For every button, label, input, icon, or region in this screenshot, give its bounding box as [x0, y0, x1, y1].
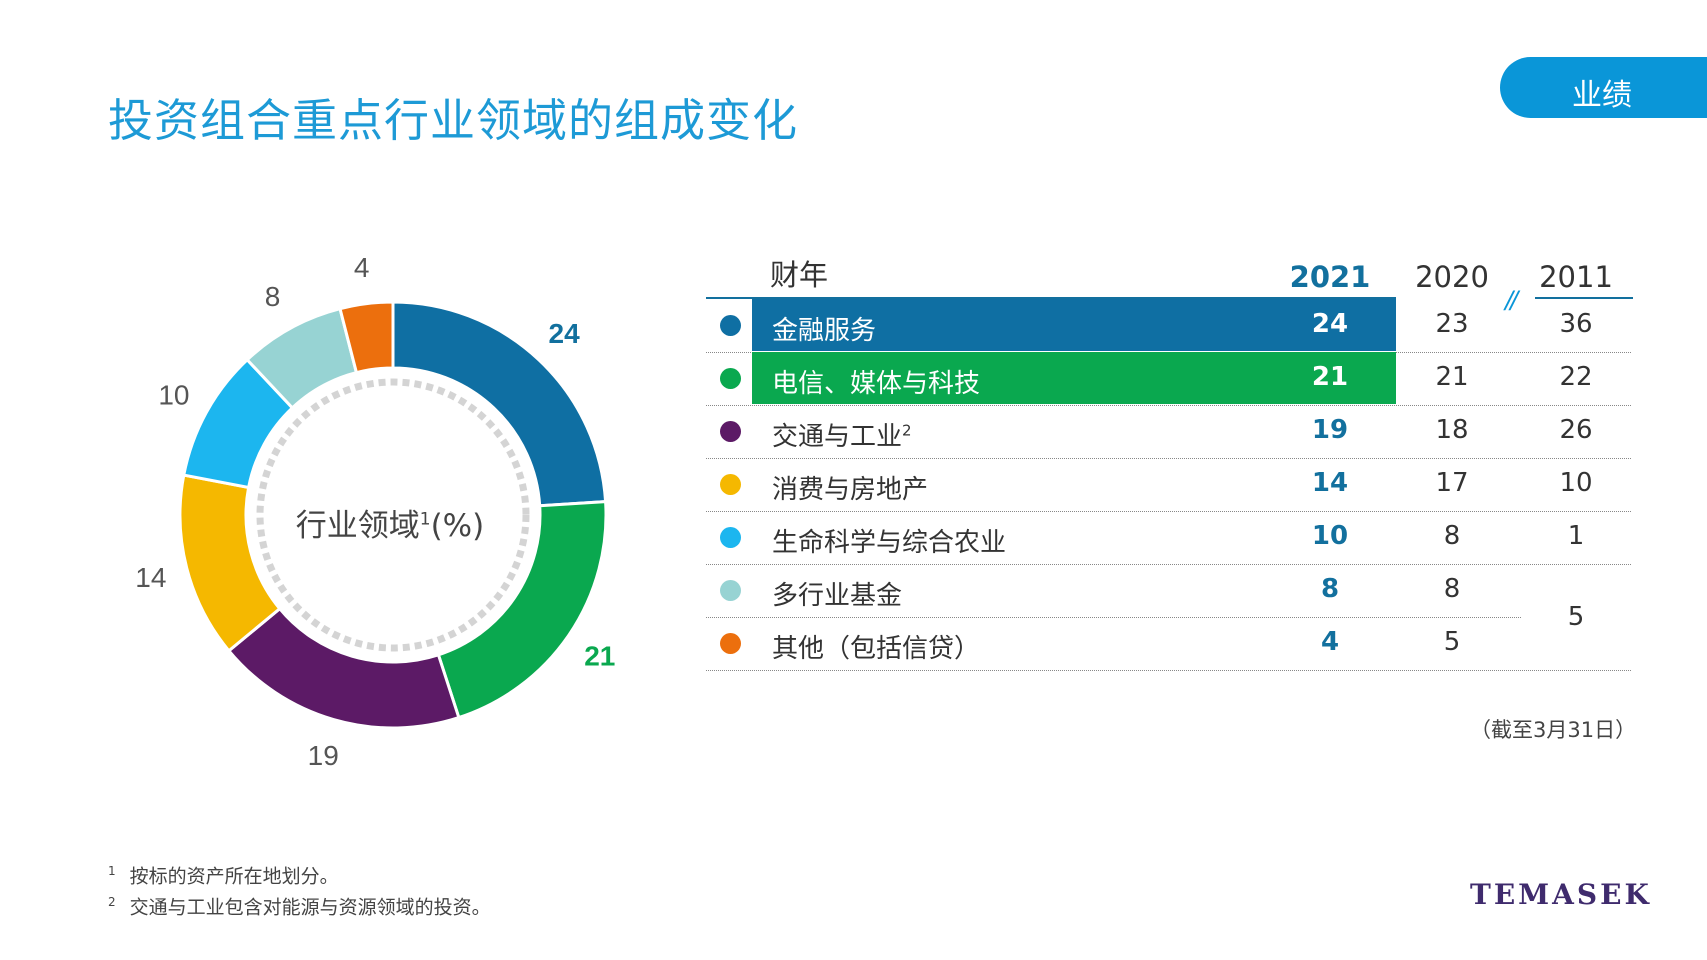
- value-2011: 22: [1559, 362, 1593, 392]
- value-2021: 24: [1311, 309, 1349, 339]
- value-2020: 5: [1443, 627, 1461, 657]
- value-2020: 21: [1435, 362, 1469, 392]
- header-rule: [706, 297, 1396, 299]
- row-label: 电信、媒体与科技: [772, 369, 981, 399]
- donut-data-label-4: 14: [135, 562, 166, 593]
- axis-break-mark: //: [1505, 286, 1518, 314]
- footnotes: 1 按标的资产所在地划分。 2 交通与工业包含对能源与资源领域的投资。: [108, 858, 491, 921]
- row-divider: [706, 617, 1521, 618]
- donut-data-label-7: 4: [354, 252, 370, 283]
- row-label: 多行业基金: [772, 581, 903, 611]
- row-highlight: [752, 299, 1396, 351]
- value-2020: 17: [1435, 468, 1469, 498]
- value-2011: 26: [1559, 415, 1593, 445]
- value-2020: 8: [1443, 574, 1461, 604]
- donut-data-label-2: 21: [584, 641, 615, 672]
- donut-data-label-6: 8: [265, 281, 281, 312]
- row-label: 生命科学与综合农业: [772, 528, 1007, 558]
- page-title: 投资组合重点行业领域的组成变化: [108, 94, 799, 147]
- legend-dot-icon: [720, 368, 741, 389]
- value-2021: 14: [1311, 468, 1349, 498]
- value-2011: 1: [1567, 521, 1585, 551]
- legend-dot-icon: [720, 474, 741, 495]
- legend-dot-icon: [720, 421, 741, 442]
- as-of-note: （截至3月31日）: [1470, 718, 1637, 742]
- footnote-2: 2 交通与工业包含对能源与资源领域的投资。: [108, 895, 491, 919]
- section-tab[interactable]: 业绩: [1500, 57, 1707, 118]
- row-divider: [706, 511, 1631, 512]
- footnote-1: 1 按标的资产所在地划分。: [108, 864, 339, 888]
- row-divider: [706, 564, 1631, 565]
- row-label: 消费与房地产: [772, 475, 929, 505]
- row-label: 金融服务: [772, 316, 877, 346]
- value-2020: 23: [1435, 309, 1469, 339]
- section-tab-label: 业绩: [1572, 78, 1632, 113]
- table-header-2011: 2011: [1539, 260, 1613, 294]
- value-2021: 19: [1311, 415, 1349, 445]
- donut-data-label-5: 10: [158, 380, 189, 411]
- table-header-2020: 2020: [1415, 260, 1489, 294]
- row-divider: [706, 458, 1631, 459]
- donut-center-label: 行业领域1(%): [230, 500, 550, 545]
- value-2021: 4: [1320, 627, 1340, 657]
- value-2020: 8: [1443, 521, 1461, 551]
- table-header-fy: 财年: [770, 258, 829, 292]
- row-label: 其他（包括信贷）: [772, 634, 981, 664]
- donut-inner-dashed-ring: [256, 378, 530, 652]
- donut-center-footnote-ref: 1: [419, 509, 431, 530]
- row-divider: [706, 405, 1631, 406]
- donut-data-label-3: 19: [308, 740, 339, 771]
- donut-slice-1: [391, 300, 608, 508]
- row-highlight: [752, 352, 1396, 404]
- table-header-2021: 2021: [1289, 260, 1371, 294]
- legend-dot-icon: [720, 633, 741, 654]
- value-2011: 36: [1559, 309, 1593, 339]
- header-rule-2011: [1535, 297, 1633, 299]
- donut-chart: 24 21 19 14 10 8 4: [135, 252, 615, 771]
- row-label: 交通与工业2: [772, 421, 912, 452]
- donut-center-unit: (%): [430, 508, 485, 544]
- donut-data-label-1: 24: [549, 318, 581, 349]
- legend-dot-icon: [720, 315, 741, 336]
- donut-slice-7: [338, 300, 395, 375]
- value-2020: 18: [1435, 415, 1469, 445]
- value-2021: 10: [1311, 521, 1349, 551]
- row-divider: [706, 670, 1631, 671]
- merged-2011-value: 5: [1567, 602, 1585, 632]
- legend-dot-icon: [720, 527, 741, 548]
- value-2021: 21: [1311, 362, 1349, 392]
- value-2021: 8: [1320, 574, 1340, 604]
- legend-dot-icon: [720, 580, 741, 601]
- donut-center-text: 行业领域: [295, 508, 420, 544]
- value-2011: 10: [1559, 468, 1593, 498]
- temasek-logo: TEMASEK: [1470, 878, 1652, 911]
